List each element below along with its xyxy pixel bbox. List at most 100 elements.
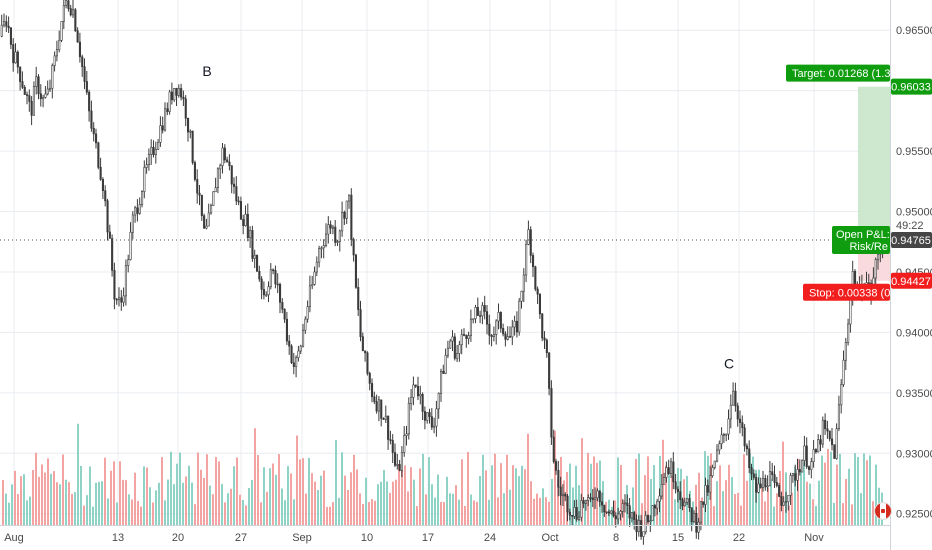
candle-body	[375, 401, 378, 412]
candle-body	[357, 287, 360, 310]
candle-body	[159, 125, 162, 143]
candle-body	[115, 298, 118, 301]
candle-body	[750, 467, 753, 475]
candle-body	[690, 507, 693, 523]
volume-bar	[197, 452, 199, 525]
volume-bar	[443, 502, 445, 525]
candle-body	[633, 512, 636, 520]
candle-body	[587, 497, 590, 501]
volume-bar	[101, 481, 103, 525]
volume-bar	[614, 500, 616, 525]
candle-body	[290, 345, 293, 364]
volume-bar	[770, 478, 772, 525]
volume-bar	[722, 491, 724, 525]
volume-bar	[236, 457, 238, 525]
volume-bar	[419, 468, 421, 525]
target-price-tag[interactable]	[891, 78, 932, 95]
candle-body	[141, 191, 144, 205]
volume-bar	[14, 470, 16, 525]
volume-bar	[215, 457, 217, 525]
volume-bar	[176, 463, 178, 525]
wave-labels: BCA	[202, 63, 853, 372]
volume-bar	[77, 423, 79, 525]
candle-body	[518, 300, 521, 333]
volume-bar	[11, 484, 13, 525]
volume-bar	[395, 479, 397, 525]
volume-bar	[428, 457, 430, 525]
candle-body	[529, 229, 532, 256]
canada-flag-icon[interactable]	[874, 502, 892, 520]
volume-bar	[533, 498, 535, 525]
stop-tag[interactable]	[803, 283, 890, 301]
volume-bar	[188, 465, 190, 525]
volume-bar	[812, 499, 814, 525]
candle-body	[828, 430, 831, 440]
candle-body	[628, 505, 631, 519]
target-tag[interactable]	[786, 64, 890, 82]
volume-bar	[851, 504, 853, 525]
candle-body	[729, 404, 732, 420]
last-price-tag[interactable]	[891, 231, 932, 248]
candle-body	[591, 497, 594, 500]
volume-bar	[866, 460, 868, 525]
candle-body	[536, 288, 539, 295]
volume-bar	[92, 506, 94, 525]
volume-bar	[506, 454, 508, 525]
candle-body	[469, 318, 473, 336]
candle-body	[681, 499, 684, 507]
candle-body	[488, 323, 491, 336]
candle-body	[72, 9, 75, 16]
volume-bar	[836, 464, 838, 525]
candle-body	[833, 444, 836, 459]
candle-body	[669, 461, 673, 475]
candle-body	[338, 230, 341, 242]
candle-body	[566, 495, 569, 513]
grid-lines	[0, 0, 890, 525]
position-tags[interactable]: Target: 0.01268 (1.30.96033 Stop: 0.00338…	[0, 64, 932, 301]
volume-bar	[323, 470, 325, 525]
candle-body	[48, 87, 52, 90]
volume-bar	[350, 472, 352, 525]
candle-body	[164, 108, 167, 131]
candle-body	[718, 443, 721, 451]
volume-bar	[740, 505, 742, 525]
candle-body	[557, 469, 560, 488]
candle-body	[380, 399, 383, 419]
volume-bar	[140, 506, 142, 525]
candle-body	[619, 511, 622, 515]
candle-body	[412, 384, 415, 398]
volume-bar	[473, 500, 475, 525]
volume-bar	[527, 433, 529, 525]
candle-body	[741, 422, 744, 429]
volume-bar	[470, 494, 472, 525]
volume-bar	[539, 497, 541, 525]
candle-body	[626, 502, 629, 506]
volume-bar	[857, 457, 859, 525]
candle-body	[458, 344, 461, 354]
candle-body	[118, 297, 121, 300]
x-tick-label: 13	[112, 532, 124, 544]
volume-bar	[194, 504, 196, 525]
volume-bar	[725, 480, 727, 525]
candle-body	[460, 334, 463, 346]
candle-body	[580, 500, 583, 518]
candle-body	[789, 475, 792, 496]
volume-bar	[86, 495, 88, 525]
candle-body	[138, 204, 141, 214]
candle-body	[805, 445, 808, 468]
candle-body	[439, 370, 443, 394]
candle-body	[844, 342, 847, 361]
volume-bar	[524, 469, 526, 525]
volume-bar	[233, 466, 235, 525]
candle-body	[734, 390, 737, 407]
target-tag-label: Target: 0.01268 (1.3	[792, 68, 890, 80]
stop-price-tag[interactable]	[891, 272, 932, 289]
open-pnl-tag[interactable]	[832, 225, 890, 254]
volume-bar	[494, 453, 496, 525]
candle-body	[598, 490, 601, 503]
volume-bar	[266, 491, 268, 525]
candle-body	[9, 27, 12, 45]
volume-bar	[551, 478, 553, 525]
candle-body	[166, 108, 169, 112]
